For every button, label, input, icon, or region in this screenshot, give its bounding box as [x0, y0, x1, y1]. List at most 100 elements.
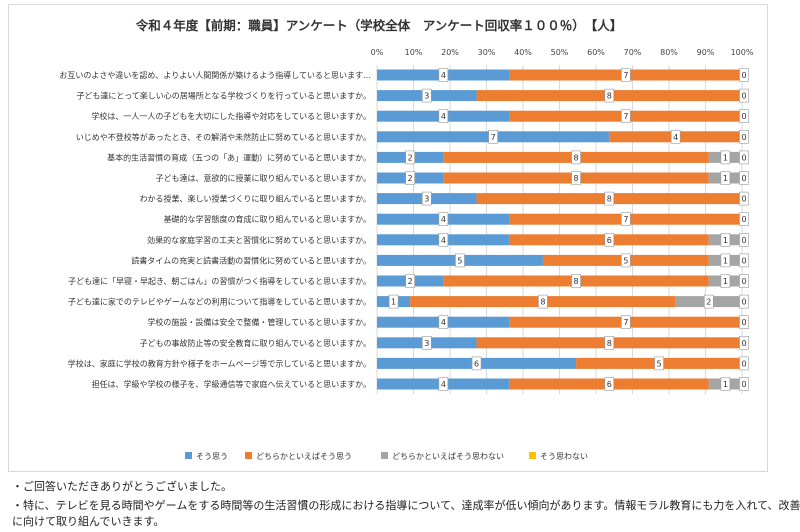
data-label-box	[438, 233, 449, 247]
data-label-box	[720, 171, 731, 185]
data-label-box	[739, 335, 749, 350]
data-label-box	[739, 356, 749, 371]
data-label-box	[604, 335, 615, 350]
data-label: 4	[441, 236, 446, 245]
legend-label: そう思う	[196, 452, 228, 461]
data-label: 3	[424, 339, 429, 348]
data-label: 8	[574, 174, 579, 183]
data-label-box	[438, 315, 449, 330]
data-label: 2	[706, 298, 711, 307]
data-label: 0	[741, 153, 746, 162]
data-label: 7	[623, 71, 628, 80]
data-label: 0	[741, 236, 746, 245]
data-label: 8	[540, 298, 545, 307]
data-label: 2	[408, 153, 413, 162]
data-label-box	[604, 377, 615, 391]
legend-swatch	[245, 452, 252, 459]
data-label: 8	[607, 339, 612, 348]
data-label: 1	[723, 153, 728, 162]
data-label: 0	[741, 298, 746, 307]
data-label: 6	[607, 236, 612, 245]
legend-swatch	[381, 452, 388, 459]
chart-title: 令和４年度【前期：職員】アンケート（学校全体 アンケート回収率１００％） 【人】	[135, 18, 623, 33]
data-label: 0	[741, 112, 746, 121]
data-label: 1	[723, 277, 728, 286]
data-label: 5	[457, 256, 462, 265]
data-label: 0	[741, 318, 746, 327]
data-label: 5	[623, 256, 628, 265]
data-label: 1	[723, 174, 728, 183]
category-label: 学校は、一人一人の子どもを大切にした指導や対応をしていると思いますか。	[91, 111, 371, 121]
data-label: 1	[723, 256, 728, 265]
data-label-box	[720, 377, 731, 391]
category-label: 担任は、学級や学校の様子を、学級通信等で家庭へ伝えていると思いますか。	[92, 379, 371, 389]
x-tick-label: 30%	[478, 48, 496, 57]
data-label: 7	[623, 318, 628, 327]
data-label-box	[704, 294, 714, 309]
data-label: 7	[623, 215, 628, 224]
note-improvement: ・特に、テレビを見る時間やゲームをする時間等の生活習慣の形成における指導について…	[12, 499, 800, 512]
data-label-box	[654, 356, 664, 371]
note-thanks: ・ご回答いただきありがとうございました。	[12, 480, 232, 493]
data-label: 0	[741, 174, 746, 183]
data-label: 0	[741, 195, 746, 204]
data-label-box	[739, 315, 749, 330]
data-label-box	[388, 294, 399, 309]
legend-label: そう思わない	[540, 452, 588, 461]
x-tick-label: 80%	[660, 48, 678, 57]
data-label: 2	[408, 174, 413, 183]
data-label-box	[438, 68, 449, 82]
x-tick-label: 90%	[697, 48, 715, 57]
data-label: 8	[607, 195, 612, 204]
category-label: 基本的生活習慣の育成（五つの「あ」運動）に努めていると思いますか。	[107, 152, 371, 162]
data-label: 8	[607, 92, 612, 101]
data-label: 8	[574, 153, 579, 162]
data-label: 0	[741, 133, 746, 142]
category-label: 子ども達は、意欲的に授業に取り組んでいると思いますか。	[156, 173, 371, 183]
x-tick-label: 40%	[514, 48, 532, 57]
category-label: 子ども達にとって楽しい心の居場所となる学校づくりを行っていると思いますか。	[76, 91, 371, 101]
category-label: 子ども達に家でのテレビやゲームなどの利用について指導をしていると思いますか。	[68, 297, 371, 307]
stacked-bar-chart: 令和４年度【前期：職員】アンケート（学校全体 アンケート回収率１００％） 【人】…	[59, 18, 754, 461]
data-label: 8	[574, 277, 579, 286]
category-label: 子どもの事故防止等の安全教育に取り組んでいると思いますか。	[140, 338, 371, 348]
data-label: 0	[741, 215, 746, 224]
x-tick-label: 0%	[371, 48, 384, 57]
note-improvement-cont: に向けて取り組んでいきます。	[12, 515, 165, 528]
legend-swatch	[185, 452, 192, 459]
data-label: 4	[441, 215, 446, 224]
category-label: 読書タイムの充実と読書活動の習慣化に努めていると思いますか。	[131, 255, 371, 265]
data-label: 4	[441, 71, 446, 80]
x-tick-label: 70%	[624, 48, 642, 57]
data-label-box	[571, 274, 581, 288]
data-label: 3	[424, 195, 429, 204]
data-label-box	[571, 150, 581, 165]
legend-label: どちらかといえばそう思わない	[392, 452, 504, 461]
data-label-box	[604, 88, 615, 103]
data-label: 0	[741, 339, 746, 348]
data-label-box	[739, 274, 749, 288]
data-label-box	[471, 356, 482, 371]
data-label: 0	[741, 359, 746, 368]
data-label-box	[739, 171, 749, 185]
data-label-box	[720, 274, 731, 288]
data-label: 2	[408, 277, 413, 286]
data-label: 0	[741, 71, 746, 80]
data-label: 6	[474, 359, 479, 368]
chart-frame: 令和４年度【前期：職員】アンケート（学校全体 アンケート回収率１００％） 【人】…	[8, 4, 768, 472]
data-label-box	[739, 130, 749, 144]
data-label-box	[538, 294, 548, 309]
data-label-box	[739, 294, 749, 309]
category-label: 基礎的な学習態度の育成に取り組んでいると思いますか。	[164, 214, 371, 224]
data-label-box	[621, 253, 631, 268]
data-label: 4	[441, 380, 446, 389]
x-tick-label: 100%	[731, 48, 754, 57]
x-tick-label: 50%	[551, 48, 569, 57]
legend-swatch	[529, 452, 536, 459]
data-label-box	[488, 130, 498, 144]
data-label-box	[405, 171, 415, 185]
data-label-box	[739, 191, 749, 206]
data-label: 4	[441, 112, 446, 121]
category-label: いじめや不登校等があったとき、その解消や未然防止に努めていると思いますか。	[76, 132, 371, 142]
data-label: 0	[741, 277, 746, 286]
